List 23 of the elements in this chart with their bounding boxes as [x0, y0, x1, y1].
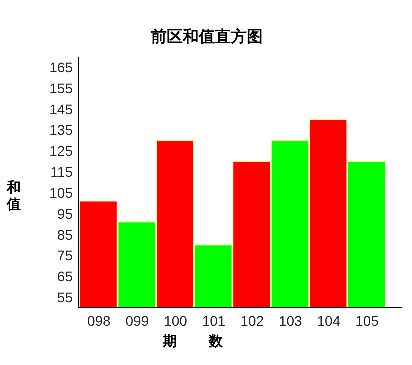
- x-tick-label: 098: [87, 313, 112, 329]
- y-tick-label: 95: [57, 206, 74, 222]
- y-tick-label: 125: [50, 143, 74, 160]
- y-tick-label: 85: [57, 226, 74, 243]
- y-tick-label: 145: [50, 101, 74, 118]
- x-tick-label: 100: [164, 313, 188, 329]
- x-tick-label: 099: [126, 313, 150, 329]
- x-tick-label: 104: [317, 313, 341, 329]
- y-tick-label: 105: [50, 184, 74, 201]
- y-tick-label: 135: [50, 122, 74, 138]
- y-tick-label: 165: [50, 59, 74, 76]
- x-tick-label: 102: [240, 313, 264, 329]
- y-tick-label: 115: [50, 164, 74, 180]
- y-axis-title: 和值: [6, 179, 21, 212]
- y-tick-label: 55: [57, 290, 74, 306]
- x-axis-title: 期 数: [162, 333, 237, 349]
- y-tick-label: 155: [50, 80, 74, 96]
- x-tick-label: 103: [278, 313, 303, 329]
- y-tick-label: 75: [57, 248, 74, 264]
- chart-title: 前区和值直方图: [150, 27, 263, 46]
- y-tick-label: 65: [57, 268, 74, 285]
- x-tick-label: 101: [202, 313, 226, 329]
- x-tick-label: 105: [356, 313, 380, 329]
